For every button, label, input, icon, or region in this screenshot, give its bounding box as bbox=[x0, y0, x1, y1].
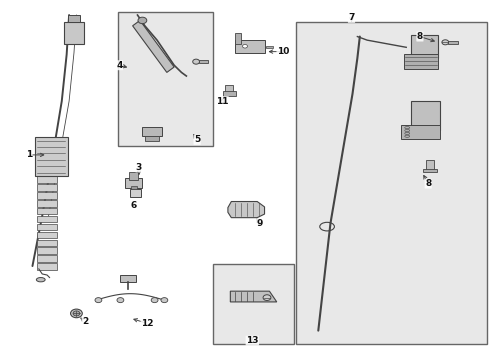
Bar bbox=[37, 247, 57, 254]
Text: 5: 5 bbox=[194, 135, 200, 144]
Text: 11: 11 bbox=[216, 96, 228, 105]
Ellipse shape bbox=[95, 298, 102, 303]
Ellipse shape bbox=[243, 44, 247, 48]
Text: 13: 13 bbox=[246, 336, 259, 345]
Text: 8: 8 bbox=[425, 179, 431, 188]
Bar bbox=[225, 85, 233, 93]
Text: 1: 1 bbox=[26, 150, 32, 159]
Bar bbox=[401, 125, 441, 139]
Text: 6: 6 bbox=[130, 201, 137, 210]
Bar bbox=[411, 101, 441, 130]
Text: 8: 8 bbox=[417, 32, 423, 41]
Bar bbox=[129, 172, 139, 180]
Bar bbox=[266, 45, 273, 48]
Bar bbox=[404, 54, 438, 69]
Ellipse shape bbox=[73, 311, 80, 316]
Bar bbox=[37, 255, 57, 262]
Bar bbox=[146, 135, 159, 140]
Bar bbox=[199, 59, 208, 63]
Ellipse shape bbox=[138, 17, 147, 24]
Ellipse shape bbox=[442, 40, 449, 45]
Bar bbox=[125, 178, 143, 188]
Ellipse shape bbox=[71, 309, 82, 318]
Polygon shape bbox=[130, 189, 142, 197]
Polygon shape bbox=[230, 291, 277, 302]
Text: 12: 12 bbox=[141, 319, 153, 328]
Bar bbox=[35, 137, 68, 176]
Bar bbox=[37, 224, 57, 230]
Bar bbox=[37, 263, 57, 270]
Bar bbox=[222, 91, 236, 96]
Bar bbox=[131, 186, 137, 189]
Ellipse shape bbox=[263, 295, 271, 301]
Polygon shape bbox=[121, 275, 136, 282]
Text: 9: 9 bbox=[256, 219, 263, 228]
Bar bbox=[213, 264, 294, 344]
Bar bbox=[37, 231, 57, 238]
Polygon shape bbox=[133, 21, 174, 72]
Bar bbox=[68, 15, 80, 22]
Polygon shape bbox=[228, 202, 265, 218]
Bar bbox=[37, 208, 57, 215]
Bar bbox=[426, 159, 434, 171]
Text: 7: 7 bbox=[348, 13, 355, 22]
Bar bbox=[37, 184, 57, 191]
Bar bbox=[423, 168, 437, 172]
Bar bbox=[143, 127, 162, 136]
Bar bbox=[37, 192, 57, 199]
Ellipse shape bbox=[161, 298, 168, 303]
Bar bbox=[411, 35, 438, 58]
Bar bbox=[64, 22, 84, 44]
Ellipse shape bbox=[36, 278, 45, 282]
Bar bbox=[37, 216, 57, 222]
Bar bbox=[37, 176, 57, 183]
Bar bbox=[118, 12, 213, 146]
Ellipse shape bbox=[151, 298, 158, 303]
Bar bbox=[296, 22, 487, 344]
Bar bbox=[37, 200, 57, 207]
Ellipse shape bbox=[193, 59, 199, 64]
Text: 10: 10 bbox=[277, 47, 289, 56]
Ellipse shape bbox=[117, 298, 124, 303]
Text: 3: 3 bbox=[136, 163, 142, 172]
Bar bbox=[235, 40, 265, 53]
Bar bbox=[37, 239, 57, 246]
Bar bbox=[235, 33, 241, 44]
Bar bbox=[448, 41, 458, 44]
Text: 4: 4 bbox=[116, 61, 122, 70]
Text: 2: 2 bbox=[82, 317, 88, 326]
